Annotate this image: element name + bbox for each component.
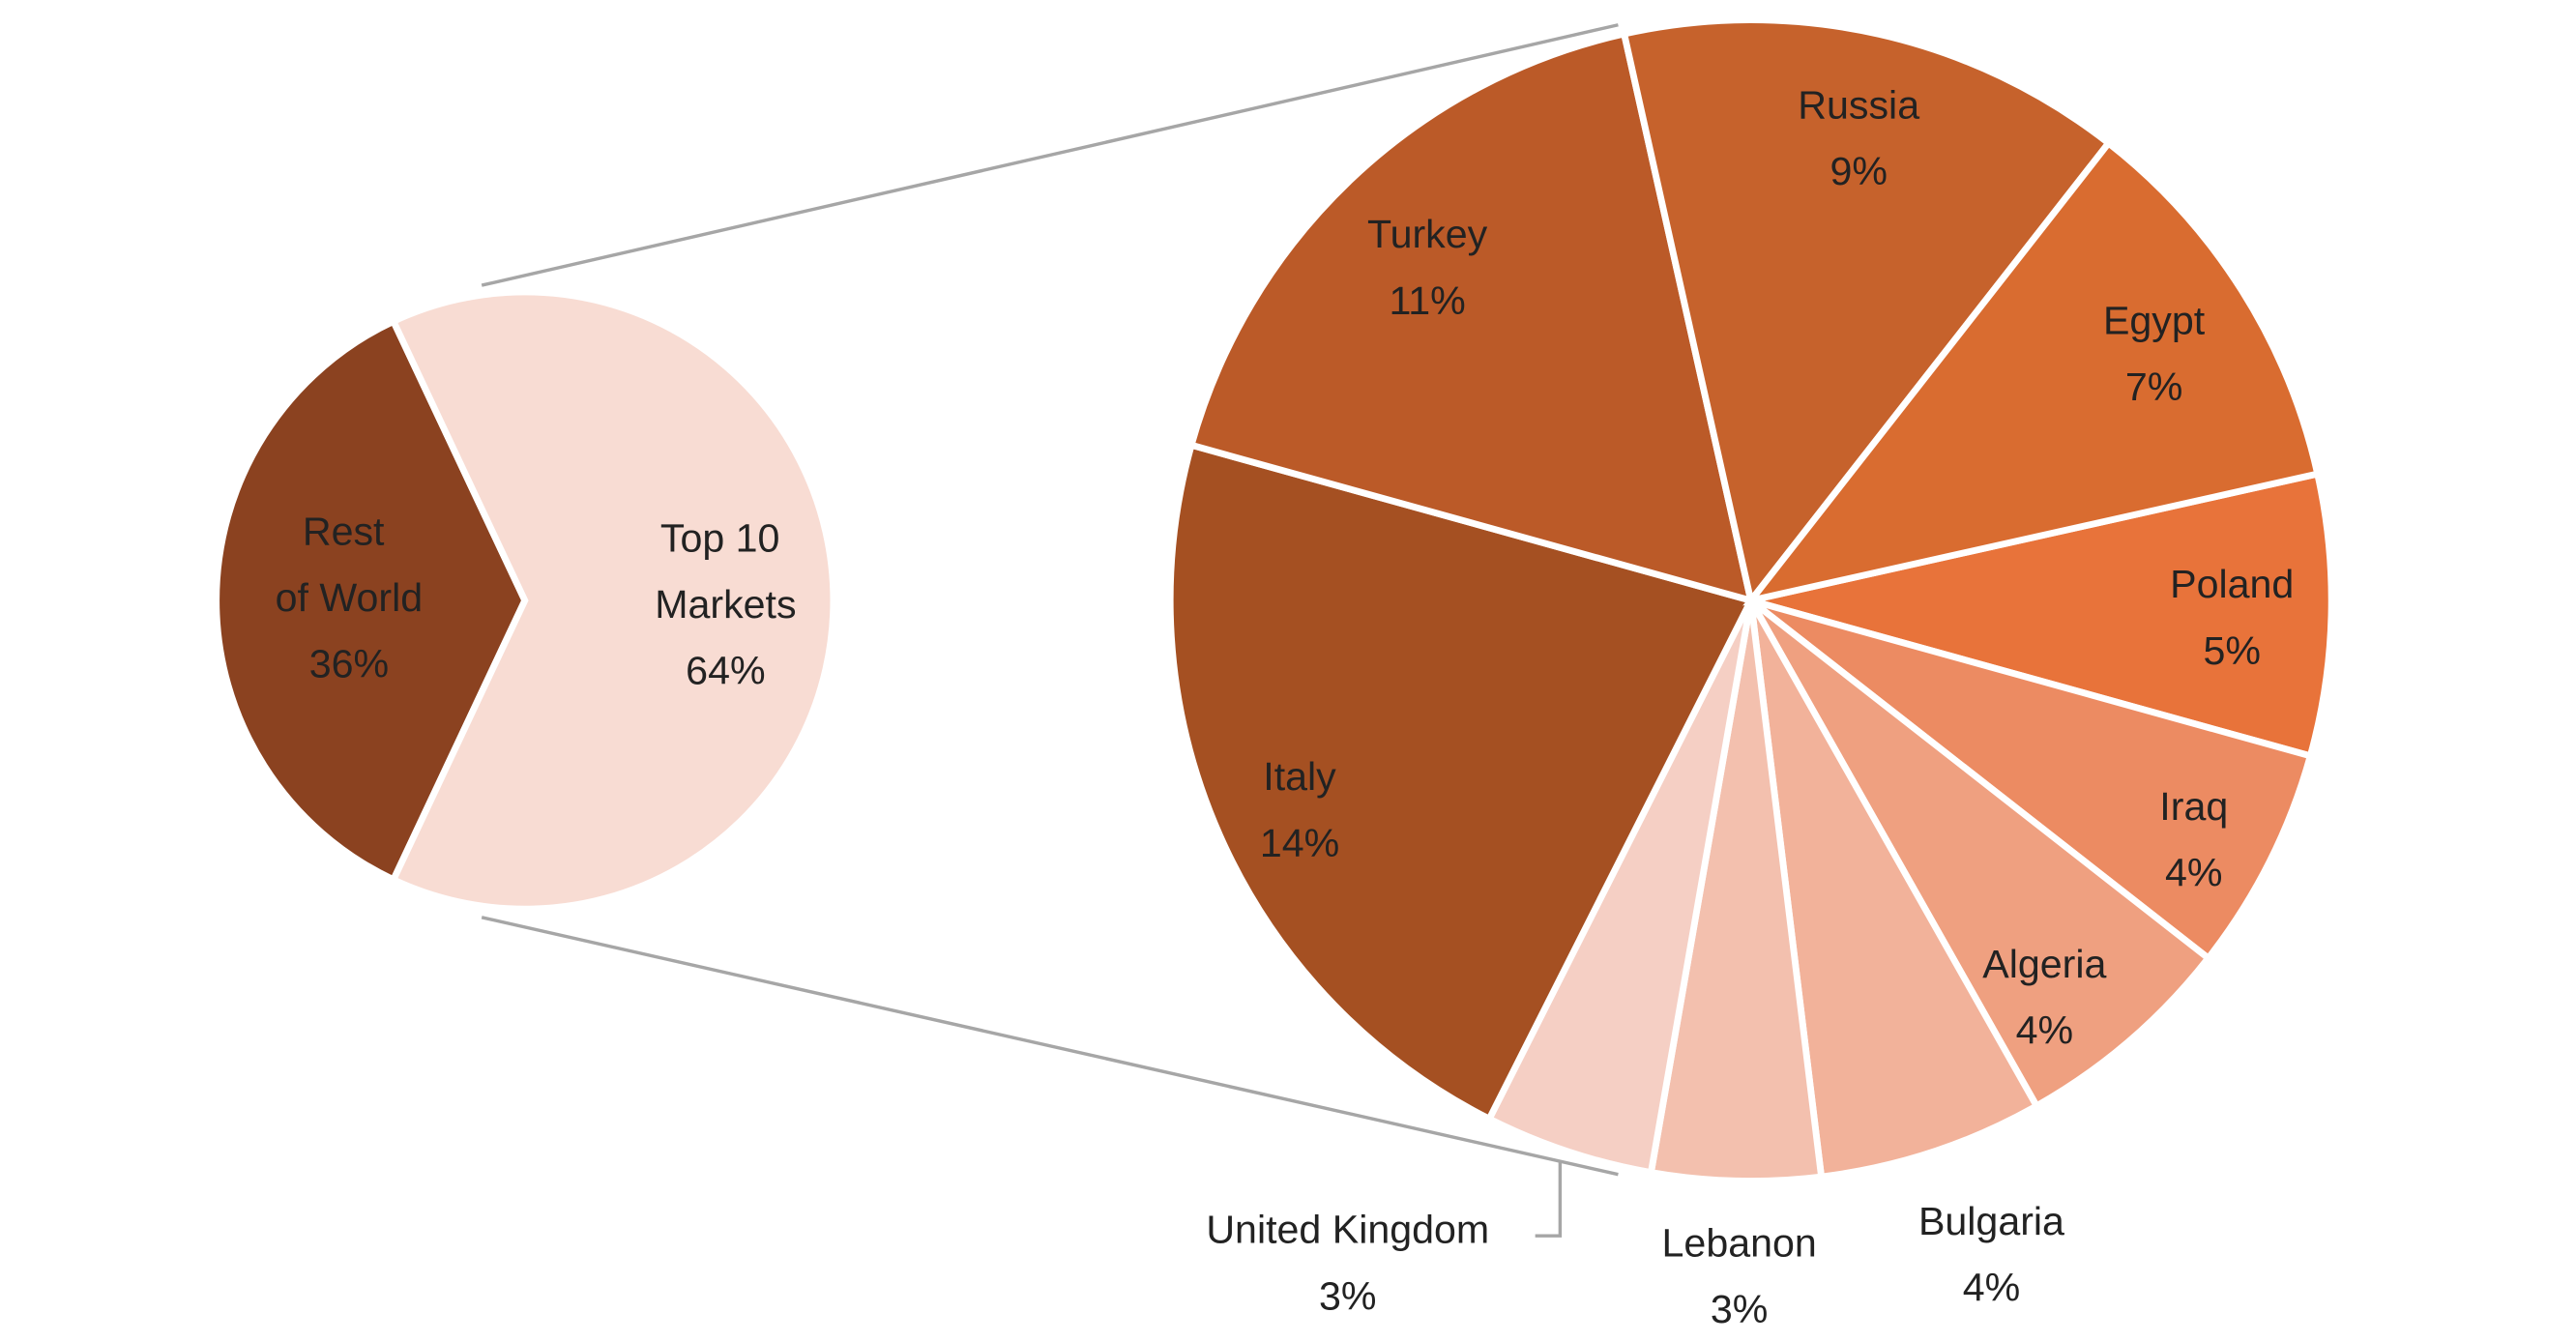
value-label: 36% (309, 642, 389, 686)
value-label: 9% (1830, 149, 1887, 193)
value-label: 11% (1389, 278, 1465, 323)
pie-slice (1620, 16, 2114, 608)
value-label: 4% (1963, 1266, 2020, 1310)
value-label: 3% (1319, 1273, 1376, 1318)
pie-slice (213, 316, 529, 885)
value-label: 7% (2125, 365, 2182, 409)
slice-label: Turkey (1367, 212, 1488, 256)
value-label: 5% (2203, 628, 2260, 673)
value-label: 64% (686, 648, 765, 692)
pie-slice (1747, 598, 2041, 1181)
slice-label: Iraq (2159, 784, 2228, 829)
slice-label: Poland (2170, 562, 2294, 606)
slice-label: United Kingdom (1206, 1208, 1489, 1252)
value-label: 4% (2016, 1008, 2073, 1053)
leader-line (1535, 1160, 1563, 1238)
connector-line (481, 23, 1619, 287)
value-label: 14% (1260, 821, 1339, 865)
slice-label: Algeria (1982, 942, 2106, 986)
slice-label: Top 10 Markets (655, 515, 796, 627)
pie-slice (1742, 138, 2322, 606)
pie-slice (1186, 29, 1756, 605)
slice-label: Italy (1263, 754, 1336, 799)
pie-slice (1166, 441, 1756, 1123)
pie-slice (1747, 598, 2213, 1111)
pie-slice (1748, 597, 2315, 963)
slice-label: Rest of World (276, 509, 424, 620)
pie-slice (1749, 469, 2335, 761)
slice-label: Egypt (2103, 298, 2206, 342)
slice-label: Russia (1798, 82, 1919, 127)
value-label: 3% (1711, 1287, 1768, 1331)
value-label: 4% (2165, 851, 2222, 895)
connector-line (481, 916, 1619, 1177)
slice-label: Bulgaria (1918, 1199, 2064, 1243)
slice-label: Lebanon (1662, 1220, 1817, 1265)
pie-slice (389, 288, 837, 913)
